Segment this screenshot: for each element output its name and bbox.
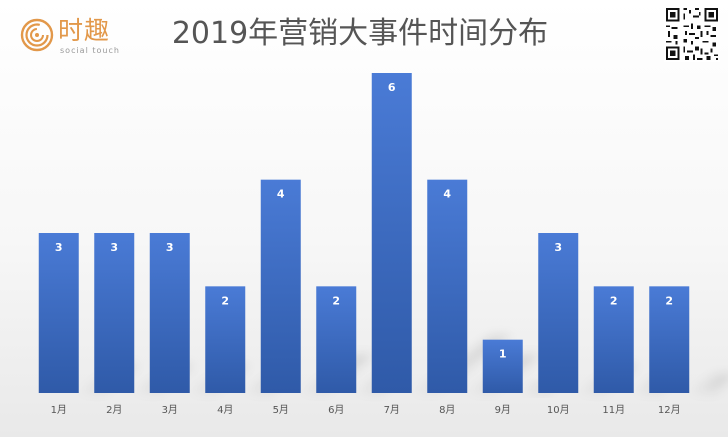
x-tick-label-10: 10月 (547, 404, 570, 416)
spiral-logo-icon (20, 18, 54, 52)
data-label-9: 1 (499, 348, 507, 361)
brand-logo: 时趣 social touch (20, 16, 140, 60)
data-label-7: 6 (388, 81, 396, 94)
bar-11 (593, 286, 634, 393)
bar-3 (149, 233, 190, 393)
x-tick-label-4: 4月 (217, 404, 233, 416)
x-tick-label-1: 1月 (51, 404, 67, 416)
qr-code-icon (664, 6, 720, 62)
data-label-2: 3 (110, 241, 118, 254)
x-tick-label-5: 5月 (273, 404, 289, 416)
bar-5 (260, 179, 301, 393)
bar-4 (205, 286, 246, 393)
bar-8 (427, 179, 468, 393)
data-label-10: 3 (554, 241, 562, 254)
x-tick-label-2: 2月 (106, 404, 122, 416)
logo-chinese-text: 时趣 (58, 16, 111, 45)
data-label-11: 2 (610, 294, 618, 307)
x-tick-label-11: 11月 (602, 404, 625, 416)
data-label-12: 2 (665, 294, 673, 307)
data-label-5: 4 (277, 188, 285, 201)
x-tick-label-8: 8月 (439, 404, 455, 416)
chart-title: 2019年营销大事件时间分布 (171, 16, 549, 51)
data-label-4: 2 (221, 294, 229, 307)
x-tick-label-7: 7月 (384, 404, 400, 416)
data-label-1: 3 (55, 241, 63, 254)
x-tick-label-12: 12月 (658, 404, 681, 416)
data-label-6: 2 (332, 294, 340, 307)
bar-6 (316, 286, 357, 393)
bar-12 (649, 286, 690, 393)
data-label-8: 4 (443, 188, 451, 201)
x-tick-label-9: 9月 (495, 404, 511, 416)
bar-1 (38, 233, 79, 393)
logo-english-text: social touch (60, 46, 120, 55)
bar-9 (482, 339, 523, 393)
bar-10 (538, 233, 579, 393)
bar-shadow (689, 373, 728, 393)
x-tick-label-3: 3月 (162, 404, 178, 416)
bar-7 (371, 73, 412, 393)
x-tick-label-6: 6月 (328, 404, 344, 416)
bar-2 (94, 233, 135, 393)
data-label-3: 3 (166, 241, 174, 254)
